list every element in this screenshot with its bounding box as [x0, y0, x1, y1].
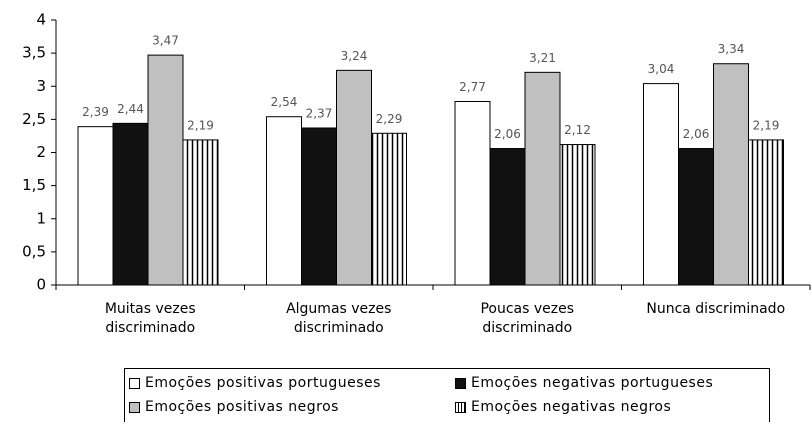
bar — [371, 132, 407, 286]
y-tick-label: 3 — [36, 77, 46, 95]
bar — [182, 139, 219, 286]
value-label: 2,44 — [117, 102, 144, 116]
legend-label: Emoções positivas negros — [145, 399, 339, 415]
bar — [713, 63, 749, 286]
value-label: 3,24 — [341, 49, 368, 63]
bar — [266, 116, 302, 286]
x-tick-label: Algumas vezes discriminado — [286, 301, 392, 336]
legend-entry: Emoções negativas negros — [455, 399, 671, 415]
y-tick-label: 2 — [36, 143, 46, 161]
value-label: 2,29 — [376, 112, 403, 126]
value-label: 2,37 — [306, 106, 333, 120]
legend-label: Emoções negativas portugueses — [471, 375, 714, 391]
legend-swatch — [129, 377, 140, 389]
legend-swatch — [455, 401, 466, 413]
value-label: 3,34 — [718, 42, 745, 56]
bar — [559, 144, 596, 286]
legend-swatch — [455, 377, 466, 389]
bar — [748, 139, 784, 286]
y-tick-label: 3,5 — [22, 44, 46, 62]
value-label: 2,54 — [271, 95, 298, 109]
bar — [454, 100, 491, 286]
y-tick-label: 1,5 — [22, 176, 46, 194]
legend-entry: Emoções positivas negros — [129, 399, 339, 415]
legend-label: Emoções positivas portugueses — [145, 375, 381, 391]
value-label: 3,47 — [152, 34, 179, 48]
legend-entry: Emoções negativas portugueses — [455, 375, 713, 391]
value-label: 2,06 — [494, 127, 521, 141]
x-tick-label: Poucas vezes discriminado — [480, 301, 575, 336]
value-label: 2,19 — [187, 118, 214, 132]
value-label: 3,04 — [648, 62, 675, 76]
bar — [112, 122, 149, 286]
bar — [678, 148, 714, 286]
value-label: 2,77 — [459, 80, 486, 94]
legend-swatch — [129, 401, 140, 413]
y-tick-label: 1 — [36, 209, 46, 227]
bar — [147, 54, 184, 286]
legend-label: Emoções negativas negros — [471, 399, 672, 415]
bar — [489, 148, 526, 286]
bar — [301, 127, 337, 286]
y-tick-label: 2,5 — [22, 110, 46, 128]
legend-entry: Emoções positivas portugueses — [129, 375, 381, 391]
value-label: 3,21 — [529, 51, 556, 65]
x-tick-label: Muitas vezes discriminado — [104, 301, 196, 336]
y-tick-label: 0 — [36, 276, 46, 294]
value-label: 2,06 — [683, 127, 710, 141]
bar — [336, 69, 372, 286]
value-label: 2,12 — [564, 123, 591, 137]
bar — [643, 83, 679, 286]
y-tick-label: 0,5 — [22, 242, 46, 260]
x-tick-label: Nunca discriminado — [646, 301, 786, 317]
legend: Emoções positivas portugueses Emoções neg… — [124, 368, 770, 422]
bar — [524, 71, 561, 286]
y-tick-label: 4 — [36, 11, 46, 29]
value-label: 2,19 — [753, 118, 780, 132]
bar — [77, 126, 114, 286]
value-label: 2,39 — [82, 105, 109, 119]
